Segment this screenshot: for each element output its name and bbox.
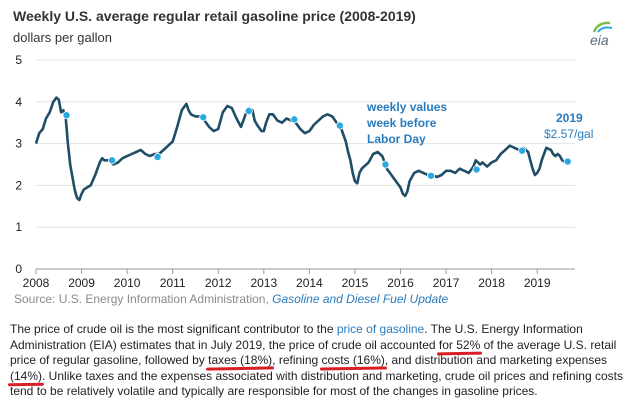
source-line: Source: U.S. Energy Information Administ… [14,292,448,306]
x-tick-label-2017: 2017 [433,276,460,290]
labor-day-markers [62,106,572,180]
y-axis-unit: dollars per gallon [13,30,113,45]
price-of-gasoline-link[interactable]: price of gasoline [336,322,425,336]
labor-day-marker [290,115,299,124]
labor-day-marker [563,157,572,166]
labor-day-marker [62,111,71,120]
source-link[interactable]: Gasoline and Diesel Fuel Update [272,292,449,306]
y-tick-label-4: 4 [15,95,22,109]
y-tick-label-1: 1 [15,220,22,234]
labor-day-marker [472,165,481,174]
labor-day-marker [108,156,117,165]
x-tick-label-2016: 2016 [387,276,414,290]
eia-logo-icon [592,21,613,33]
desc-text-6: . Unlike taxes and the expenses associat… [10,368,623,399]
desc-text-5: , and distribution and marketing expense… [384,353,608,367]
source-text: U.S. Energy Information Administration, [55,292,273,306]
desc-text-4: , refining [272,353,322,367]
legend-week-before: week before [366,116,437,130]
taxes-share: taxes (18%) [208,353,273,367]
x-tick-label-2015: 2015 [342,276,369,290]
x-tick-label-2014: 2014 [296,276,323,290]
labor-day-marker [381,160,390,169]
x-tick-label-2011: 2011 [160,276,186,290]
x-tick-label-2012: 2012 [205,276,232,290]
y-tick-label-5: 5 [15,53,22,67]
labor-day-marker [199,113,208,122]
distribution-share: (14%) [10,368,43,383]
source-prefix: Source: [14,292,56,306]
labor-day-marker [335,121,344,130]
x-tick-label-2009: 2009 [68,276,95,290]
crude-oil-share: for 52% [438,337,481,352]
x-tick-label-2010: 2010 [114,276,141,290]
eia-logo-text: eia [590,32,609,48]
desc-text-3: of the average U.S. retail price of regu… [10,337,617,368]
series-line [34,96,566,202]
y-axis-ticks: 0 1 2 3 4 5 [15,53,22,276]
desc-text-1: The price of crude oil is the most signi… [10,322,337,336]
labor-day-marker [244,106,253,115]
y-tick-label-3: 3 [15,137,22,151]
x-tick-label-2008: 2008 [23,276,50,290]
x-tick-label-2018: 2018 [478,276,505,290]
chart-title: Weekly U.S. average regular retail gasol… [13,8,416,24]
x-axis-ticks: 2008 2009 2010 2011 2012 2013 2014 2015 2016 2017… [23,269,551,290]
grid-lines [36,59,575,270]
annotation-2019: 2019 [556,111,583,125]
description-paragraph: The price of crude oil is the most signi… [10,322,630,400]
desc-text-2: . The U.S. Energy Information Administra… [10,322,583,352]
annotation-2019-value: $2.57/gal [544,127,593,141]
y-tick-label-0: 0 [15,262,22,276]
x-tick-label-2019: 2019 [524,276,551,290]
legend-labor-day: Labor Day [367,132,426,146]
labor-day-marker [153,152,162,161]
x-tick-label-2013: 2013 [250,276,277,290]
y-tick-label-2: 2 [15,178,22,192]
legend-weekly-values: weekly values [366,100,447,114]
refining-share: costs (16%) [321,353,385,367]
labor-day-marker [427,171,436,180]
labor-day-marker [518,146,527,155]
